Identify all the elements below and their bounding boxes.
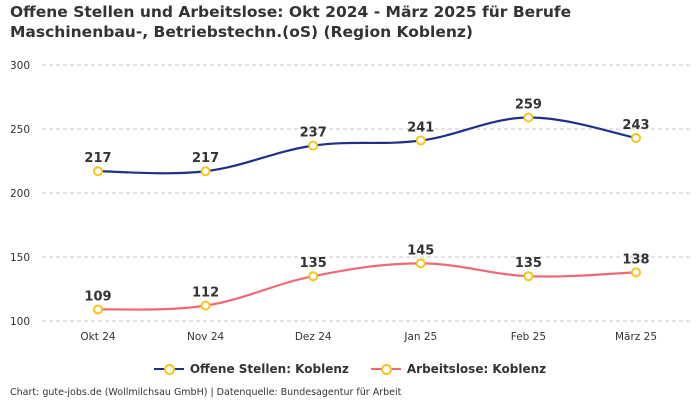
data-label: 112 [192, 286, 219, 301]
legend: Offene Stellen: Koblenz Arbeitslose: Kob… [0, 362, 700, 376]
data-point[interactable] [631, 267, 641, 278]
data-label: 135 [300, 256, 327, 271]
legend-label-arbeitslose: Arbeitslose: Koblenz [406, 362, 547, 376]
data-point[interactable] [308, 140, 319, 151]
data-label: 243 [622, 118, 649, 133]
series-group [93, 112, 641, 315]
data-label: 135 [515, 256, 542, 271]
data-label: 109 [84, 289, 111, 304]
legend-label-offene-stellen: Offene Stellen: Koblenz [189, 362, 349, 376]
data-label: 217 [84, 151, 111, 166]
y-tick-label: 100 [10, 316, 30, 328]
x-tick-label: Feb 25 [511, 331, 546, 343]
data-point[interactable] [415, 258, 426, 269]
legend-symbol-arbeitslose [370, 362, 401, 376]
legend-symbol-offene-stellen [153, 362, 184, 376]
x-tick-label: Nov 24 [187, 331, 225, 343]
x-tick-label: Dez 24 [295, 331, 332, 343]
y-axis-ticks: 100 150 200 250 300 [10, 60, 30, 328]
legend-item-offene-stellen[interactable]: Offene Stellen: Koblenz [153, 362, 349, 376]
y-tick-label: 300 [10, 60, 30, 72]
data-point[interactable] [308, 271, 319, 282]
data-point[interactable] [200, 300, 211, 311]
legend-item-arbeitslose[interactable]: Arbeitslose: Koblenz [370, 362, 547, 376]
grid-lines [42, 64, 692, 322]
data-label: 217 [192, 151, 219, 166]
data-point[interactable] [200, 166, 211, 177]
x-tick-label: Okt 24 [80, 331, 115, 343]
data-label: 145 [407, 243, 434, 258]
data-point[interactable] [93, 166, 103, 177]
data-labels: 217 217 237 241 259 243 109 112 135 145 135 138 [84, 97, 649, 304]
x-tick-label: März 25 [615, 331, 657, 343]
data-label: 237 [300, 126, 327, 141]
data-label: 259 [515, 97, 542, 112]
source-credit: Chart: gute-jobs.de (Wollmilchsau GmbH) … [10, 387, 402, 398]
data-point[interactable] [93, 304, 103, 315]
chart-title: Offene Stellen und Arbeitslose: Okt 2024… [10, 3, 572, 41]
series-line-1 [97, 262, 637, 311]
x-tick-label: Jan 25 [403, 331, 437, 343]
data-point[interactable] [631, 132, 641, 143]
y-tick-label: 200 [10, 188, 30, 200]
y-tick-label: 150 [10, 252, 30, 264]
series-line-0 [97, 116, 637, 175]
y-tick-label: 250 [10, 124, 30, 136]
data-label: 138 [622, 252, 649, 267]
x-axis-ticks: Okt 24 Nov 24 Dez 24 Jan 25 Feb 25 März 25 [80, 331, 657, 343]
data-point[interactable] [523, 112, 534, 123]
data-label: 241 [407, 121, 434, 136]
data-point[interactable] [415, 135, 426, 146]
data-point[interactable] [523, 271, 534, 282]
